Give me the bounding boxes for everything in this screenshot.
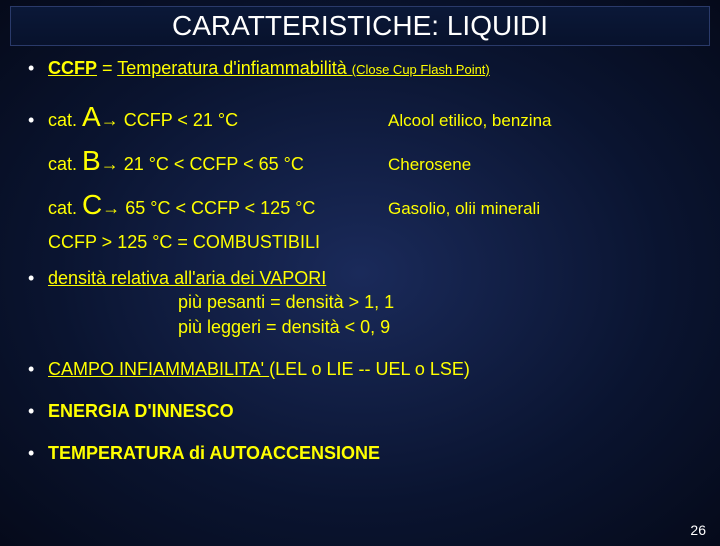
arrow-icon: → xyxy=(101,154,119,174)
density-lines: più pesanti = densità > 1, 1 più leggeri… xyxy=(178,290,692,339)
ccfp-label: CCFP xyxy=(48,58,97,78)
campo-u: CAMPO INFIAMMABILITA' xyxy=(48,359,269,379)
bullet-dot: • xyxy=(28,56,48,80)
energia-label: ENERGIA D'INNESCO xyxy=(48,401,234,421)
bullet-energia: • ENERGIA D'INNESCO xyxy=(28,399,692,423)
ccfp-main: Temperatura d'infiammabilità xyxy=(117,58,352,78)
bullet-dot: • xyxy=(28,266,48,290)
cat-letter: B xyxy=(82,142,101,180)
slide-title: CARATTERISTICHE: LIQUIDI xyxy=(172,10,548,41)
bullet-dot: • xyxy=(28,441,48,465)
ccfp-suffix: (Close Cup Flash Point) xyxy=(352,62,490,77)
combustibili-line: CCFP > 125 °C = COMBUSTIBILI xyxy=(48,230,692,254)
density-head: densità relativa all'aria dei VAPORI xyxy=(48,268,326,288)
bullet-ccfp: • CCFP = Temperatura d'infiammabilità (C… xyxy=(28,56,692,80)
cat-label: cat. xyxy=(48,154,82,174)
density-l1: più pesanti = densità > 1, 1 xyxy=(178,290,692,314)
bullet-campo: • CAMPO INFIAMMABILITA' (LEL o LIE -- UE… xyxy=(28,357,692,381)
cat-b-left: cat. B→ 21 °C < CCFP < 65 °C xyxy=(48,142,388,180)
density-l2: più leggeri = densità < 0, 9 xyxy=(178,315,692,339)
cat-label: cat. xyxy=(48,110,82,130)
categories: • cat. A→ CCFP < 21 °C Alcool etilico, b… xyxy=(48,98,692,223)
cat-cond: 21 °C < CCFP < 65 °C xyxy=(119,154,304,174)
cat-cond: CCFP < 21 °C xyxy=(119,110,238,130)
page-number: 26 xyxy=(690,522,706,538)
temp-label: TEMPERATURA di AUTOACCENSIONE xyxy=(48,443,380,463)
title-box: CARATTERISTICHE: LIQUIDI xyxy=(10,6,710,46)
slide-content: • CCFP = Temperatura d'infiammabilità (C… xyxy=(0,46,720,466)
cat-row-b: cat. B→ 21 °C < CCFP < 65 °C Cherosene xyxy=(48,142,692,180)
bullet-temp: • TEMPERATURA di AUTOACCENSIONE xyxy=(28,441,692,465)
ccfp-eq: = xyxy=(97,58,117,78)
campo-body: CAMPO INFIAMMABILITA' (LEL o LIE -- UEL … xyxy=(48,357,692,381)
cat-label: cat. xyxy=(48,198,82,218)
density-body: densità relativa all'aria dei VAPORI più… xyxy=(48,266,692,339)
bullet-dot: • xyxy=(28,399,48,423)
temp-text: TEMPERATURA di AUTOACCENSIONE xyxy=(48,441,692,465)
cat-row-a: • cat. A→ CCFP < 21 °C Alcool etilico, b… xyxy=(48,98,692,136)
bullet-dot: • xyxy=(28,357,48,381)
cat-row-c: cat. C→ 65 °C < CCFP < 125 °C Gasolio, o… xyxy=(48,186,692,224)
cat-a-left: cat. A→ CCFP < 21 °C xyxy=(48,98,388,136)
cat-a-example: Alcool etilico, benzina xyxy=(388,110,551,133)
bullet-density: • densità relativa all'aria dei VAPORI p… xyxy=(28,266,692,339)
bullet-dot: • xyxy=(28,108,48,132)
cat-cond: 65 °C < CCFP < 125 °C xyxy=(120,198,315,218)
cat-b-example: Cherosene xyxy=(388,154,471,177)
bullet-body: CCFP = Temperatura d'infiammabilità (Clo… xyxy=(48,56,692,80)
arrow-icon: → xyxy=(102,198,120,218)
cat-c-left: cat. C→ 65 °C < CCFP < 125 °C xyxy=(48,186,388,224)
arrow-icon: → xyxy=(101,110,119,130)
campo-rest: (LEL o LIE -- UEL o LSE) xyxy=(269,359,470,379)
cat-letter: A xyxy=(82,98,101,136)
energia-text: ENERGIA D'INNESCO xyxy=(48,399,692,423)
cat-letter: C xyxy=(82,186,102,224)
cat-c-example: Gasolio, olii minerali xyxy=(388,198,540,221)
